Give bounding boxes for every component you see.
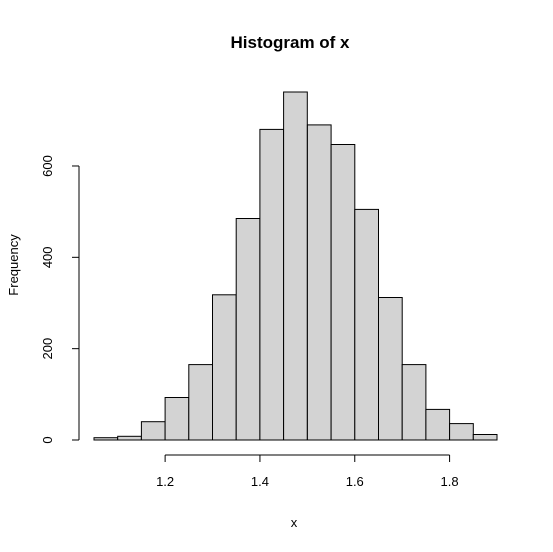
- x-tick-label-3: 1.8: [441, 474, 459, 489]
- histogram-bar-4: [188, 364, 214, 441]
- y-tick-label-0: 0: [40, 436, 55, 443]
- x-axis-label: x: [291, 515, 298, 530]
- y-axis: 0 200 400 600: [40, 155, 80, 444]
- bars-group: [93, 91, 498, 441]
- histogram-bar-16: [472, 434, 498, 441]
- x-axis: 1.2 1.4 1.6 1.8: [156, 454, 459, 489]
- histogram-bar-9: [306, 124, 332, 441]
- chart-title: Histogram of x: [230, 33, 350, 52]
- y-tick-label-2: 400: [40, 246, 55, 268]
- histogram-bar-14: [425, 408, 451, 441]
- histogram-bar-13: [401, 364, 427, 441]
- x-tick-label-0: 1.2: [156, 474, 174, 489]
- histogram-bar-11: [354, 208, 379, 441]
- histogram-bar-0: [93, 437, 119, 441]
- y-axis-label: Frequency: [6, 234, 21, 296]
- x-tick-label-2: 1.6: [346, 474, 364, 489]
- histogram-bar-5: [212, 294, 237, 441]
- histogram-bar-15: [449, 423, 474, 441]
- histogram-bar-2: [140, 421, 166, 441]
- y-tick-label-3: 600: [40, 155, 55, 177]
- histogram-bar-10: [330, 144, 356, 441]
- histogram-bar-7: [259, 128, 285, 441]
- histogram-bar-3: [164, 397, 190, 441]
- y-tick-label-1: 200: [40, 338, 55, 360]
- histogram-bar-1: [117, 435, 142, 441]
- x-tick-label-1: 1.4: [251, 474, 269, 489]
- histogram-bar-6: [235, 218, 261, 441]
- histogram-bar-12: [378, 297, 403, 441]
- histogram-bar-8: [283, 91, 308, 441]
